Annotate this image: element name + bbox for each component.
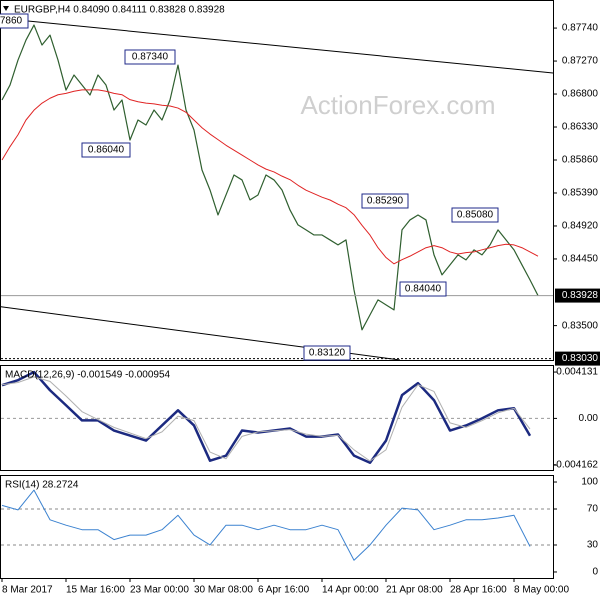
y-tick-label: 0.83500 bbox=[562, 320, 599, 331]
y-tick-label: -0.004162 bbox=[553, 460, 598, 471]
x-tick-label: 8 Mar 2017 bbox=[2, 585, 53, 596]
y-tick-label: 0.84920 bbox=[562, 221, 599, 232]
price-label: 0.83928 bbox=[562, 290, 599, 301]
y-tick-label: 0.00 bbox=[579, 413, 599, 424]
annotation-label: 0.86040 bbox=[88, 145, 125, 156]
price-label-box bbox=[555, 351, 600, 366]
annotation-box bbox=[451, 207, 499, 223]
y-tick-label: 0 bbox=[592, 567, 598, 578]
panel-title: RSI(14) 28.2724 bbox=[5, 480, 79, 491]
series-line bbox=[1, 376, 531, 462]
annotation-box bbox=[303, 345, 351, 361]
annotation-box bbox=[361, 193, 409, 209]
y-tick-label: 0.84450 bbox=[562, 254, 599, 265]
x-tick-label: 15 Mar 16:00 bbox=[66, 585, 125, 596]
x-tick-label: 8 May 00:00 bbox=[514, 585, 569, 596]
series-line bbox=[1, 489, 531, 561]
y-tick-label: 0.86800 bbox=[562, 89, 599, 100]
menu-triangle bbox=[3, 6, 9, 11]
watermark: ActionForex.com bbox=[300, 90, 495, 120]
panel-title: MACD(12,26,9) -0.001549 -0.000954 bbox=[5, 370, 171, 381]
x-tick-label: 21 Apr 08:00 bbox=[386, 585, 443, 596]
x-tick-label: 6 Apr 16:00 bbox=[258, 585, 310, 596]
x-tick-label: 14 Apr 00:00 bbox=[322, 585, 379, 596]
annotation-box bbox=[81, 142, 131, 158]
price-label-box bbox=[555, 288, 600, 303]
series-line bbox=[1, 24, 539, 331]
annotation-label: 0.87340 bbox=[132, 52, 169, 63]
panel-frame bbox=[0, 475, 554, 579]
y-tick-label: 0.87740 bbox=[562, 23, 599, 34]
annotation-label: 0.85290 bbox=[367, 196, 404, 207]
x-tick-label: 23 Mar 00:00 bbox=[130, 585, 189, 596]
y-tick-label: 0.86330 bbox=[562, 122, 599, 133]
x-tick-label: 30 Mar 08:00 bbox=[194, 585, 253, 596]
y-tick-label: 0.004131 bbox=[556, 367, 598, 378]
panel-frame bbox=[0, 0, 554, 361]
annotation-label: 0.84040 bbox=[405, 284, 442, 295]
price-label: 0.83030 bbox=[562, 353, 599, 364]
x-tick-label: 28 Apr 16:00 bbox=[450, 585, 507, 596]
y-tick-label: 0.85860 bbox=[562, 155, 599, 166]
y-tick-label: 30 bbox=[587, 540, 599, 551]
annotation-box bbox=[399, 281, 447, 297]
annotation-box bbox=[124, 49, 176, 65]
y-tick-label: 100 bbox=[581, 477, 598, 488]
y-tick-label: 70 bbox=[587, 504, 599, 515]
series-line bbox=[1, 89, 539, 265]
annotation-label: 0.87860 bbox=[0, 16, 23, 27]
y-tick-label: 0.87270 bbox=[562, 56, 599, 67]
annotation-box bbox=[0, 13, 29, 29]
annotation-label: 0.85080 bbox=[457, 210, 494, 221]
y-tick-label: 0.85390 bbox=[562, 188, 599, 199]
trend-line bbox=[0, 17, 554, 74]
annotation-label: 0.83120 bbox=[309, 348, 346, 359]
panel-title: EURGBP,H4 0.84090 0.84111 0.83828 0.8392… bbox=[14, 5, 225, 16]
